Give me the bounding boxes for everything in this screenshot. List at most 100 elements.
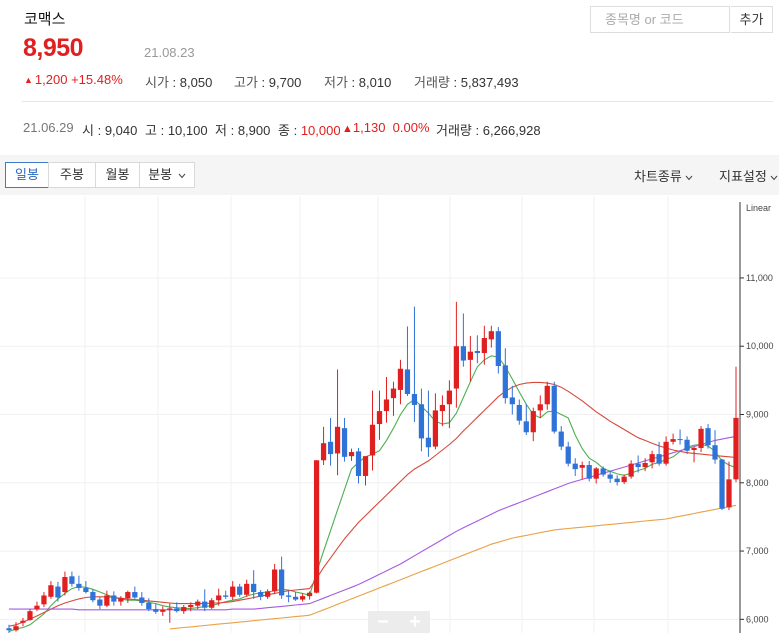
candle: [565, 441, 571, 467]
candle: [649, 450, 655, 469]
candle-body: [306, 592, 313, 597]
candle-body: [167, 608, 173, 610]
candle-body: [292, 596, 299, 600]
candle: [48, 581, 54, 599]
candle: [265, 589, 271, 599]
candle-body: [62, 577, 68, 593]
candle: [425, 390, 432, 457]
candle-body: [34, 605, 40, 610]
candle-body: [705, 428, 711, 446]
zoom-in-button[interactable]: +: [409, 611, 421, 633]
candle-body: [258, 592, 264, 597]
candle-body: [383, 399, 390, 412]
candle-body: [418, 404, 425, 439]
candle-body: [251, 583, 257, 593]
candle: [572, 458, 578, 476]
candle-body: [628, 463, 634, 477]
candle: [348, 448, 355, 461]
candle: [355, 447, 362, 484]
candle-body: [467, 351, 473, 360]
candle: [341, 417, 348, 462]
current-price: 8,950: [23, 34, 84, 62]
candle-body: [279, 569, 285, 596]
volume-stat: 거래량 : 5,837,493: [414, 75, 519, 90]
candle-body: [516, 404, 522, 421]
candle-body: [460, 346, 466, 361]
candle-body: [265, 591, 271, 597]
candle: [111, 591, 117, 606]
candle: [258, 589, 264, 601]
candle: [174, 602, 180, 613]
candle-body: [272, 569, 278, 592]
candle: [251, 570, 257, 599]
y-tick-label: 10,000: [746, 341, 774, 351]
tab-minute[interactable]: 분봉: [139, 162, 195, 188]
ma-line-ma60: [9, 435, 737, 611]
tab-monthly[interactable]: 월봉: [95, 162, 140, 188]
candle: [523, 404, 529, 435]
candle-body: [348, 452, 355, 457]
candlestick-chart[interactable]: Linear 11,000 10,000 9,000 8,000 7,000 6,000: [0, 196, 779, 633]
candle: [125, 590, 131, 603]
candle: [467, 335, 473, 382]
candle: [474, 335, 480, 364]
price-change: ▲ 1,200 +15.48%: [24, 72, 123, 87]
candle: [299, 593, 306, 602]
high-stat: 고가 : 9,700: [234, 75, 302, 90]
candle: [677, 429, 683, 445]
candle: [691, 446, 697, 463]
candle: [460, 313, 466, 367]
candle: [132, 586, 138, 599]
candle-body: [481, 338, 487, 354]
candle: [55, 581, 61, 602]
candle-body: [195, 601, 201, 606]
candle-body: [216, 595, 222, 601]
candle: [726, 461, 732, 511]
candle: [439, 395, 446, 427]
stock-name: 코맥스: [24, 11, 66, 28]
candle-body: [411, 394, 418, 405]
low-stat: 저가 : 8,010: [324, 75, 392, 90]
candle: [628, 460, 634, 479]
candle: [432, 393, 439, 450]
zoom-out-button[interactable]: −: [377, 611, 389, 633]
candle-body: [509, 397, 515, 405]
add-button[interactable]: 추가: [731, 6, 773, 33]
candle: [292, 592, 299, 601]
candle-body: [313, 460, 320, 593]
candle-body: [446, 390, 453, 405]
candle: [160, 606, 166, 616]
tab-weekly[interactable]: 주봉: [48, 162, 96, 188]
ma-line-ma20: [8, 381, 737, 627]
history-low: 저 : 8,900: [215, 123, 271, 138]
y-tick-label: 9,000: [746, 410, 769, 420]
search-input[interactable]: [590, 6, 730, 33]
chevron-down-icon: [178, 173, 186, 179]
candle: [411, 306, 418, 423]
tab-daily[interactable]: 일봉: [5, 162, 49, 188]
candle: [481, 325, 487, 365]
candle: [369, 390, 376, 471]
history-open: 시 : 9,040: [82, 123, 138, 138]
candle: [34, 601, 40, 612]
candle: [453, 301, 460, 408]
candle-body: [726, 479, 732, 508]
chart-type-dropdown[interactable]: 차트종류: [634, 166, 693, 185]
candle-body: [118, 598, 124, 602]
candle-body: [565, 446, 571, 464]
candle-body: [97, 599, 103, 606]
candle: [495, 327, 501, 374]
candle-body: [369, 424, 376, 456]
candle: [684, 436, 690, 455]
candle-body: [55, 586, 61, 598]
candle: [139, 592, 145, 606]
candle: [558, 426, 564, 451]
candle-body: [334, 426, 341, 454]
history-close: 종 : 10,000: [278, 123, 341, 138]
candle: [104, 590, 110, 608]
candle-body: [586, 465, 592, 479]
candle: [230, 581, 236, 601]
price-date: 21.08.23: [144, 45, 195, 60]
candle: [153, 603, 159, 614]
indicator-settings-dropdown[interactable]: 지표설정: [719, 166, 778, 185]
